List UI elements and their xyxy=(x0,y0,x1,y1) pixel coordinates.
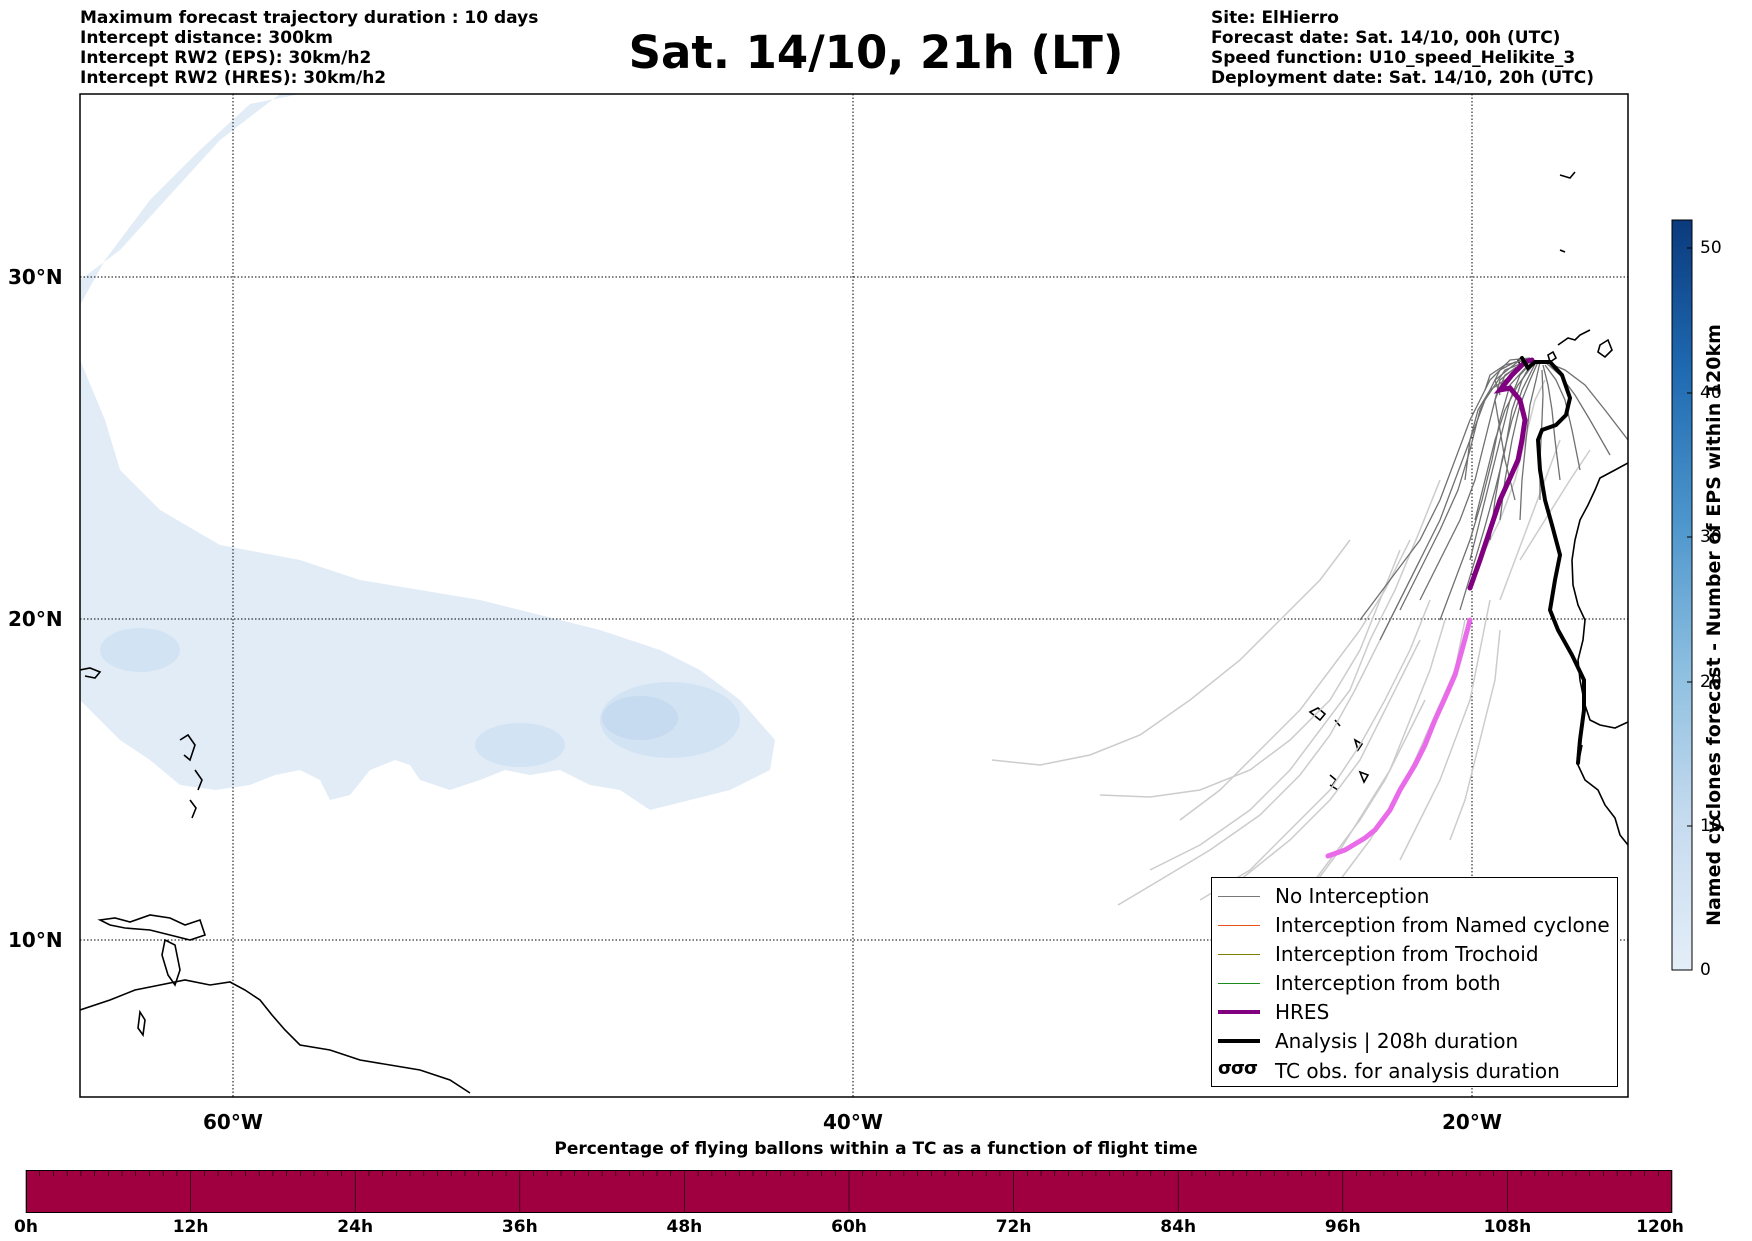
lat-label-20n: 20°N xyxy=(8,607,63,631)
legend-label: No Interception xyxy=(1275,884,1430,908)
bar-tick-label: 60h xyxy=(831,1217,867,1237)
colorbar-label: Named cyclones forecast - Number of EPS … xyxy=(1703,324,1725,926)
bottom-bar-title: Percentage of flying ballons within a TC… xyxy=(554,1139,1198,1159)
cyclone-density-area xyxy=(80,94,775,810)
bar-tick-label: 48h xyxy=(666,1217,703,1237)
bar-tick-label: 24h xyxy=(337,1217,374,1237)
bar-tick-label: 96h xyxy=(1324,1217,1361,1237)
colorbar-tick-label: 0 xyxy=(1700,960,1711,980)
header-left-line: Intercept RW2 (EPS): 30km/h2 xyxy=(80,48,372,68)
percentage-bar xyxy=(26,1170,1672,1213)
legend-label: Interception from Trochoid xyxy=(1275,942,1539,966)
lon-label-60w: 60°W xyxy=(203,1110,263,1134)
hres-trajectory xyxy=(1325,357,1535,859)
legend-swatch xyxy=(1218,1039,1260,1043)
map-frame xyxy=(79,93,1629,1098)
legend-label: Analysis | 208h duration xyxy=(1275,1029,1519,1053)
colorbar-tick-label: 20 xyxy=(1700,672,1722,692)
header-right-line: Site: ElHierro xyxy=(1211,8,1339,28)
bar-tick-label: 72h xyxy=(995,1217,1032,1237)
legend-label: HRES xyxy=(1275,1000,1330,1024)
bar-tick-label: 108h xyxy=(1483,1217,1532,1237)
graticule xyxy=(80,94,1628,1097)
colorbar xyxy=(1671,219,1693,971)
lat-label-30n: 30°N xyxy=(8,265,63,289)
legend-swatch xyxy=(1218,896,1260,897)
ensemble-trajectories-late xyxy=(991,379,1591,931)
legend-swatch xyxy=(1218,1010,1260,1014)
lon-label-40w: 40°W xyxy=(823,1110,883,1134)
legend-label: TC obs. for analysis duration xyxy=(1275,1059,1560,1083)
bar-tick-label: 36h xyxy=(501,1217,538,1237)
header-left-line: Intercept distance: 300km xyxy=(80,28,333,48)
lat-label-10n: 10°N xyxy=(8,928,63,952)
analysis-trajectory xyxy=(1520,356,1586,765)
colorbar-tick-label: 30 xyxy=(1700,527,1722,547)
colorbar-ticks xyxy=(1687,247,1692,971)
map-title: Sat. 14/10, 21h (LT) xyxy=(628,26,1124,79)
legend-swatch xyxy=(1218,954,1260,955)
cyclone-density-peak xyxy=(602,696,678,740)
colorbar-tick-label: 40 xyxy=(1700,383,1722,403)
header-left: Maximum forecast trajectory duration : 1… xyxy=(80,8,538,88)
cyclone-symbol-icon: σσσ xyxy=(1218,1058,1258,1079)
header-left-line: Intercept RW2 (HRES): 30km/h2 xyxy=(80,68,387,88)
legend-label: Interception from Named cyclone xyxy=(1275,913,1610,937)
legend-swatch xyxy=(1218,925,1260,926)
header-right-line: Forecast date: Sat. 14/10, 00h (UTC) xyxy=(1211,28,1561,48)
colorbar-tick-label: 50 xyxy=(1700,238,1722,258)
map-legend: No Interception Interception from Named … xyxy=(1211,877,1618,1087)
colorbar-tick-label: 10 xyxy=(1700,816,1722,836)
legend-label: Interception from both xyxy=(1275,971,1501,995)
lon-label-20w: 20°W xyxy=(1442,1110,1502,1134)
bar-tick-label: 120h xyxy=(1636,1217,1684,1237)
header-left-line: Maximum forecast trajectory duration : 1… xyxy=(80,8,539,28)
bar-tick-label: 0h xyxy=(14,1217,38,1237)
bar-tick-label: 84h xyxy=(1160,1217,1197,1237)
header-right-line: Speed function: U10_speed_Helikite_3 xyxy=(1211,48,1576,68)
header-right-line: Deployment date: Sat. 14/10, 20h (UTC) xyxy=(1211,68,1595,88)
ensemble-trajectories xyxy=(1359,357,1628,641)
bar-tick-label: 12h xyxy=(172,1217,209,1237)
header-right: Site: ElHierro Forecast date: Sat. 14/10… xyxy=(1211,8,1594,88)
legend-swatch xyxy=(1218,983,1260,984)
